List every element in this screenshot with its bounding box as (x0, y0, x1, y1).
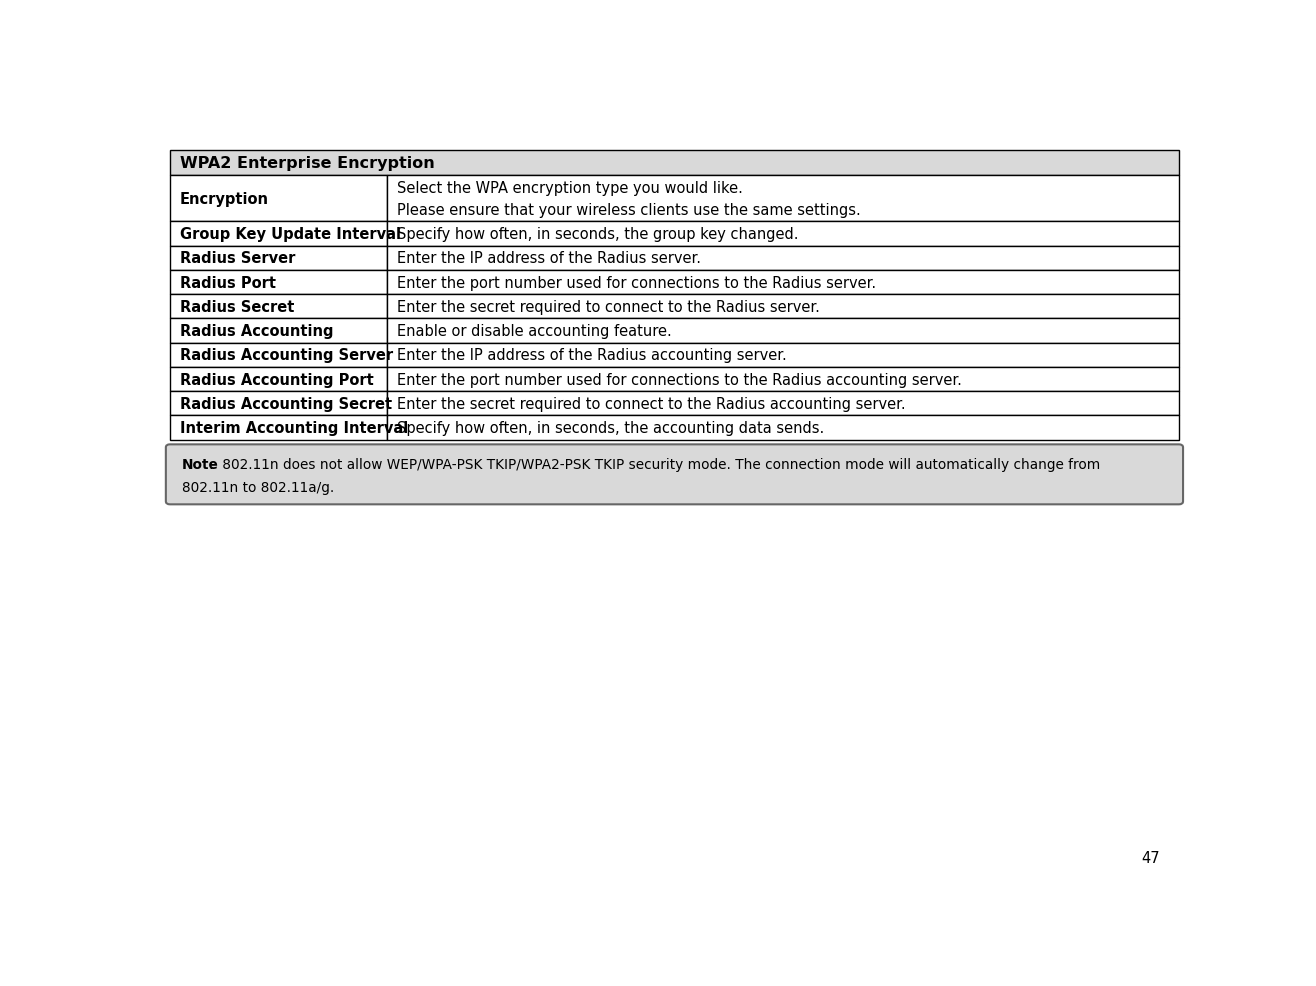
Text: Radius Port: Radius Port (180, 275, 276, 290)
Text: 47: 47 (1141, 850, 1159, 866)
Bar (387, 295, 1179, 319)
Bar (170, 391, 387, 416)
Text: Enter the IP address of the Radius server.: Enter the IP address of the Radius serve… (397, 251, 701, 266)
Text: Radius Accounting Secret: Radius Accounting Secret (180, 396, 392, 411)
Bar (387, 416, 1179, 440)
Bar (170, 270, 387, 295)
Text: Enable or disable accounting feature.: Enable or disable accounting feature. (397, 323, 672, 339)
Bar (170, 343, 387, 368)
Text: Group Key Update Interval: Group Key Update Interval (180, 227, 401, 242)
Text: Enter the port number used for connections to the Radius accounting server.: Enter the port number used for connectio… (397, 372, 962, 387)
Text: 802.11n to 802.11a/g.: 802.11n to 802.11a/g. (182, 480, 334, 495)
Text: Radius Server: Radius Server (180, 251, 296, 266)
Bar (170, 176, 387, 222)
Text: Interim Accounting Interval: Interim Accounting Interval (180, 421, 408, 436)
Text: :  802.11n does not allow WEP/WPA-PSK TKIP/WPA2-PSK TKIP security mode. The conn: : 802.11n does not allow WEP/WPA-PSK TKI… (209, 458, 1100, 471)
Text: Specify how often, in seconds, the accounting data sends.: Specify how often, in seconds, the accou… (397, 421, 824, 436)
Text: Radius Accounting Port: Radius Accounting Port (180, 372, 374, 387)
Bar (170, 151, 1179, 176)
Text: Radius Secret: Radius Secret (180, 300, 295, 315)
Text: Please ensure that your wireless clients use the same settings.: Please ensure that your wireless clients… (397, 202, 861, 218)
Bar (387, 176, 1179, 222)
Text: WPA2 Enterprise Encryption: WPA2 Enterprise Encryption (180, 156, 434, 171)
Text: Enter the secret required to connect to the Radius server.: Enter the secret required to connect to … (397, 300, 820, 315)
Text: Radius Accounting Server: Radius Accounting Server (180, 348, 393, 363)
Text: Enter the IP address of the Radius accounting server.: Enter the IP address of the Radius accou… (397, 348, 787, 363)
Bar (170, 368, 387, 391)
Text: Specify how often, in seconds, the group key changed.: Specify how often, in seconds, the group… (397, 227, 799, 242)
Bar (170, 319, 387, 343)
Bar (170, 222, 387, 246)
Bar (387, 319, 1179, 343)
Bar (170, 416, 387, 440)
Bar (387, 368, 1179, 391)
Text: Select the WPA encryption type you would like.: Select the WPA encryption type you would… (397, 180, 744, 196)
Text: Enter the port number used for connections to the Radius server.: Enter the port number used for connectio… (397, 275, 876, 290)
FancyBboxPatch shape (166, 445, 1183, 505)
Bar (387, 343, 1179, 368)
Bar (387, 391, 1179, 416)
Text: Encryption: Encryption (180, 191, 270, 207)
Bar (170, 246, 387, 270)
Bar (170, 295, 387, 319)
Text: Note: Note (182, 458, 218, 471)
Text: Radius Accounting: Radius Accounting (180, 323, 334, 339)
Bar (387, 270, 1179, 295)
Bar (387, 246, 1179, 270)
Text: Enter the secret required to connect to the Radius accounting server.: Enter the secret required to connect to … (397, 396, 905, 411)
Bar (387, 222, 1179, 246)
